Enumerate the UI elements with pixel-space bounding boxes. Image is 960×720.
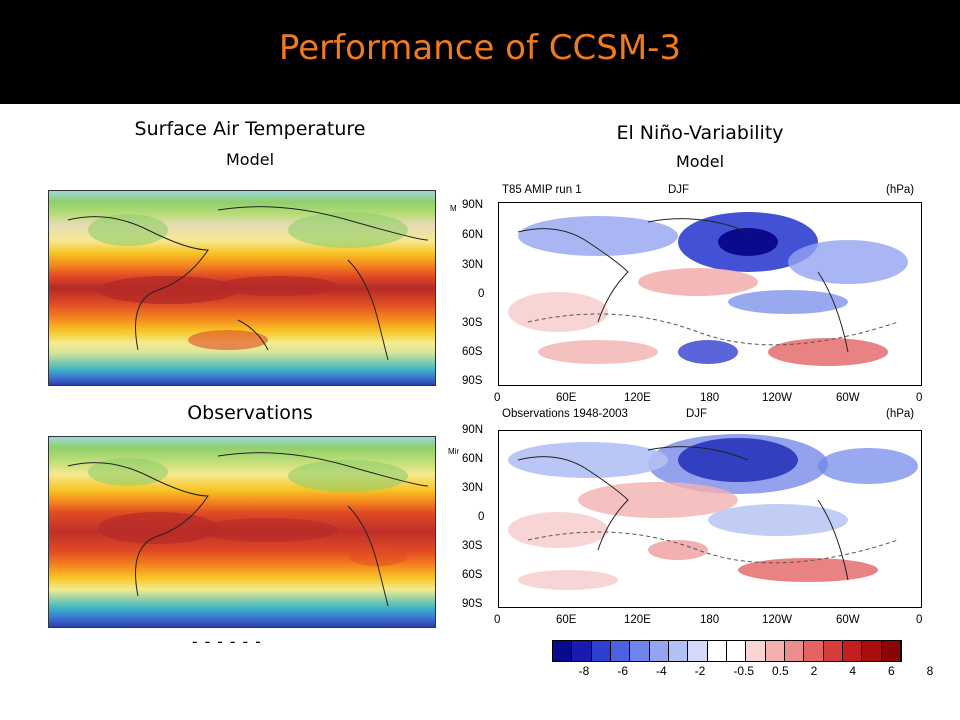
lon-tick: 0 — [494, 614, 501, 626]
colorbar-swatch — [649, 641, 669, 661]
lon-tick: 60W — [836, 392, 860, 404]
sat-model-map — [48, 190, 436, 386]
colorbar-label: -8 — [578, 664, 590, 678]
colorbar-swatch — [553, 641, 573, 661]
colorbar-swatch — [784, 641, 805, 661]
colorbar-labels: -8 -6 -4 -2 -0.5 0.5 2 4 6 8 — [552, 664, 934, 680]
enso-model-map — [498, 202, 922, 386]
lat-tick: 90N — [462, 199, 484, 211]
slide-title: Performance of CCSM-3 — [278, 28, 682, 68]
colorbar-swatch — [746, 641, 766, 661]
lat-tick: 90S — [462, 375, 483, 387]
colorbar-swatch — [804, 641, 824, 661]
lon-tick: 180 — [700, 614, 720, 626]
lon-tick: 0 — [494, 392, 501, 404]
lon-tick: 120E — [624, 392, 651, 404]
enso-heading: El Niño-Variability — [616, 122, 784, 144]
lat-tick: 90N — [462, 424, 484, 436]
colorbar-swatch — [688, 641, 708, 661]
bottom-panel-center-text: DJF — [686, 408, 708, 420]
colorbar-label: 0.5 — [772, 664, 789, 678]
lon-tick: 120W — [762, 392, 793, 404]
sat-heading: Surface Air Temperature — [134, 118, 366, 140]
colorbar-label: 4 — [849, 664, 857, 678]
title-bar: Performance of CCSM-3 — [0, 0, 960, 104]
bottom-panel-left-text: Observations 1948-2003 — [502, 408, 628, 420]
lat-tick: 0 — [478, 288, 485, 300]
colorbar-label: -2 — [694, 664, 706, 678]
colorbar-swatch — [726, 641, 747, 661]
colorbar-swatch — [862, 641, 882, 661]
enso-obs-map — [498, 430, 922, 608]
lat-tick: 90S — [462, 598, 483, 610]
colorbar-label: 8 — [926, 664, 934, 678]
colorbar-label: -0.5 — [733, 664, 755, 678]
lat-tick: 30N — [462, 259, 484, 271]
top-panel-left-text: T85 AMIP run 1 — [502, 184, 582, 196]
lon-tick: 120W — [762, 614, 793, 626]
sat-model-label: Model — [225, 150, 275, 169]
bottom-panel-side-clip: Mir — [448, 447, 460, 456]
lon-tick: 180 — [700, 392, 720, 404]
colorbar-label: 6 — [888, 664, 895, 678]
colorbar-swatch — [823, 641, 843, 661]
colorbar-swatch — [630, 641, 650, 661]
lon-tick: 60E — [556, 614, 577, 626]
colorbar-swatch — [765, 641, 785, 661]
lat-tick: 60N — [462, 453, 484, 465]
colorbar-swatch — [881, 641, 901, 661]
lon-tick: 60W — [836, 614, 860, 626]
colorbar-swatch — [668, 641, 689, 661]
bottom-panel-right-text: (hPa) — [886, 408, 915, 420]
top-panel-right-text: (hPa) — [886, 184, 915, 196]
lon-tick: 0 — [916, 392, 923, 404]
sat-obs-label: Observations — [187, 402, 313, 424]
lon-tick: 120E — [624, 614, 651, 626]
colorbar-swatch — [842, 641, 863, 661]
lon-tick: 0 — [916, 614, 923, 626]
lon-tick: 60E — [556, 392, 577, 404]
lat-tick: 30S — [462, 540, 483, 552]
lat-tick: 30S — [462, 317, 483, 329]
colorbar-swatch — [610, 641, 631, 661]
colorbar-swatch — [707, 641, 727, 661]
colorbar-swatch — [572, 641, 592, 661]
colorbar-swatch — [591, 641, 611, 661]
top-panel-side-clip: M — [450, 204, 457, 213]
sat-obs-map — [48, 436, 436, 628]
enso-model-label: Model — [675, 152, 725, 171]
lat-tick: 0 — [478, 511, 485, 523]
lat-tick: 30N — [462, 482, 484, 494]
lat-tick: 60S — [462, 346, 483, 358]
top-panel-center-text: DJF — [668, 184, 690, 196]
lat-tick: 60S — [462, 569, 483, 581]
colorbar-label: -4 — [656, 664, 667, 678]
colorbar — [552, 640, 902, 662]
colorbar-label: 2 — [810, 664, 818, 678]
slide-content: Surface Air Temperature Model — [0, 104, 960, 720]
colorbar-label: -6 — [617, 664, 628, 678]
dash-legend: ------ — [190, 632, 266, 651]
lat-tick: 60N — [462, 229, 484, 241]
